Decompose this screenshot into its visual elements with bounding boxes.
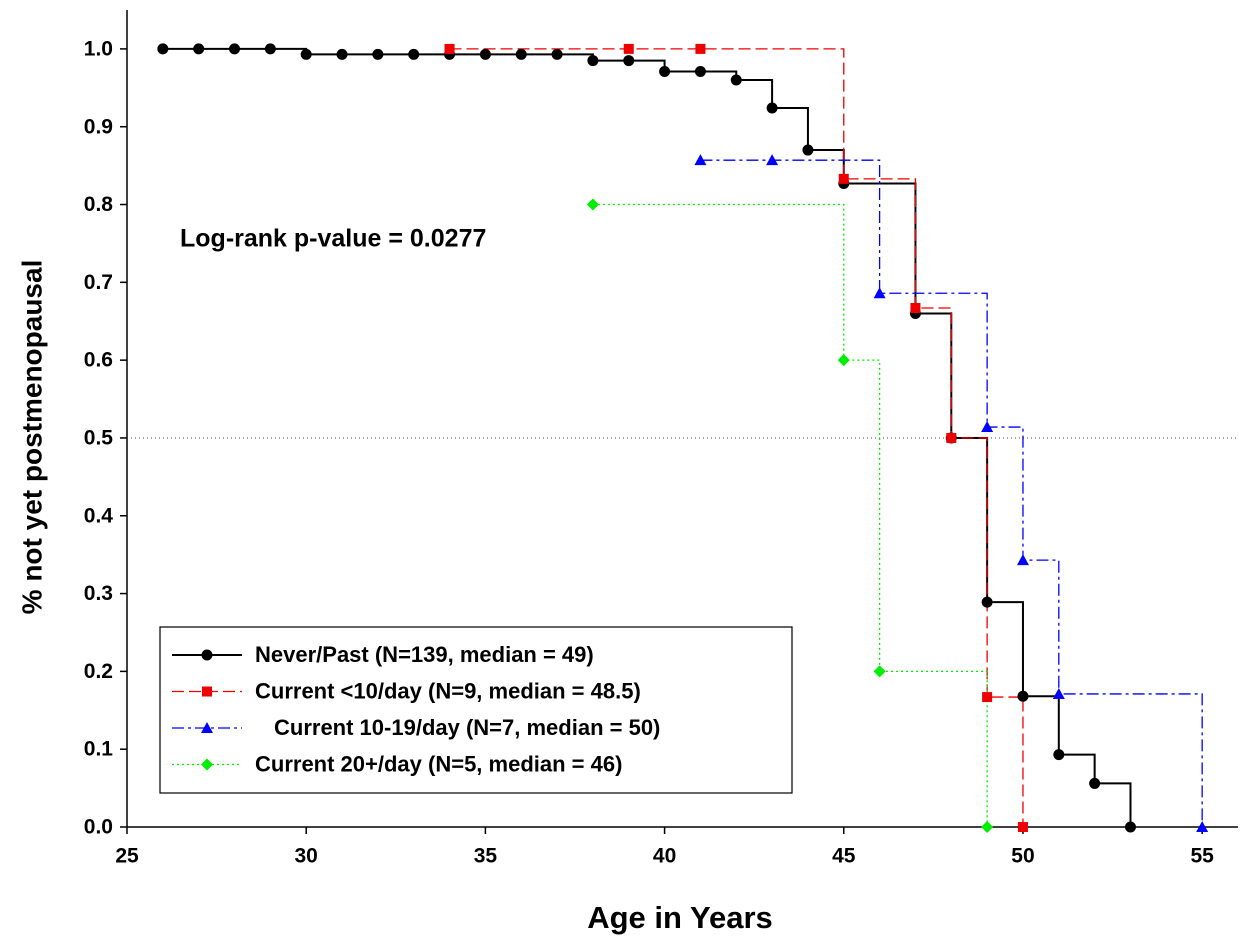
annotation: Log-rank p-value = 0.0277 [180, 225, 486, 253]
y-tick-label: 0.0 [84, 816, 113, 839]
marker [873, 665, 886, 678]
marker [193, 43, 205, 55]
marker [586, 198, 599, 211]
marker [1016, 554, 1029, 566]
legend-label: Current <10/day (N=9, median = 48.5) [255, 678, 641, 703]
y-tick-label: 0.3 [84, 582, 113, 605]
marker [372, 48, 384, 60]
marker [730, 74, 742, 86]
x-tick-label: 50 [1011, 845, 1034, 868]
marker [479, 48, 491, 60]
y-tick-label: 0.9 [84, 115, 113, 138]
marker [1017, 690, 1029, 702]
marker [336, 48, 348, 60]
legend-label: Current 20+/day (N=5, median = 46) [255, 751, 622, 776]
marker [910, 303, 921, 314]
x-tick-label: 55 [1190, 845, 1214, 868]
x-tick-label: 45 [832, 845, 856, 868]
marker [766, 102, 778, 114]
marker [229, 43, 241, 55]
marker [551, 48, 563, 60]
marker [695, 43, 706, 54]
marker [1017, 822, 1028, 832]
legend-label: Current 10-19/day (N=7, median = 50) [274, 715, 660, 740]
marker [838, 173, 849, 184]
marker [837, 354, 850, 367]
marker [802, 144, 814, 156]
x-tick-label: 30 [295, 845, 318, 868]
y-tick-label: 0.7 [84, 271, 113, 294]
marker [766, 154, 779, 166]
marker [981, 421, 994, 433]
marker [264, 43, 276, 55]
y-tick-label: 0.1 [84, 738, 114, 761]
x-tick-label: 25 [115, 845, 139, 868]
marker [408, 48, 420, 60]
x-tick-label: 35 [474, 845, 498, 868]
marker [444, 43, 455, 54]
marker [623, 43, 634, 54]
marker [587, 55, 599, 67]
marker [694, 154, 707, 166]
marker [946, 432, 957, 443]
legend-label: Never/Past (N=139, median = 49) [255, 642, 594, 667]
y-tick-label: 0.8 [84, 193, 114, 216]
marker [873, 287, 886, 299]
marker [982, 692, 993, 703]
y-tick-label: 0.6 [84, 349, 113, 372]
y-axis-label: % not yet postmenopausal [16, 260, 47, 615]
step-line [592, 203, 988, 827]
marker [1196, 821, 1209, 832]
marker [981, 821, 994, 833]
y-tick-label: 0.2 [84, 660, 113, 683]
y-tick-label: 0.4 [84, 504, 114, 527]
y-tick-label: 0.5 [84, 426, 114, 449]
marker [515, 48, 527, 60]
marker [157, 43, 169, 55]
marker [1124, 821, 1136, 833]
marker [300, 48, 312, 60]
marker [659, 65, 671, 77]
marker [981, 596, 993, 608]
legend-marker [201, 722, 213, 733]
legend-marker [202, 686, 212, 697]
marker [1052, 687, 1065, 699]
x-axis-label: Age in Years [587, 900, 773, 935]
legend-box [159, 626, 793, 794]
marker [1053, 749, 1065, 761]
step-line [700, 159, 1203, 827]
marker [623, 55, 635, 67]
marker [694, 65, 706, 77]
y-tick-label: 1.0 [84, 37, 113, 60]
legend-marker [201, 758, 213, 771]
x-tick-label: 40 [653, 845, 676, 868]
legend-marker [201, 649, 213, 661]
marker [1089, 777, 1101, 789]
